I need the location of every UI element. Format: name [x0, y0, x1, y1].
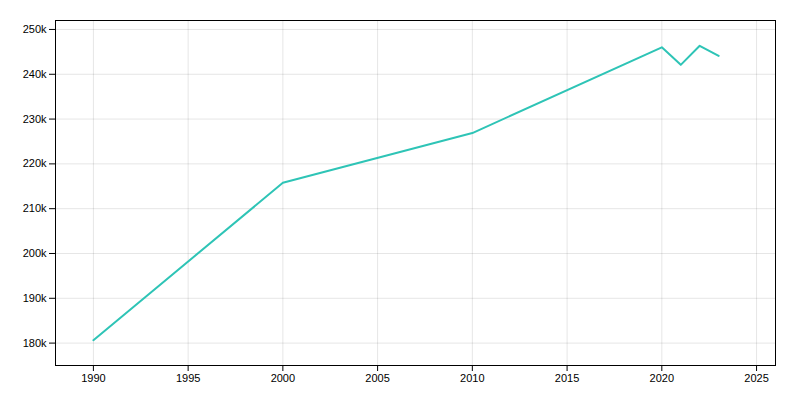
- svg-text:2020: 2020: [650, 372, 674, 384]
- svg-text:190k: 190k: [23, 292, 47, 304]
- svg-text:240k: 240k: [23, 68, 47, 80]
- svg-text:1990: 1990: [81, 372, 105, 384]
- svg-text:1995: 1995: [176, 372, 200, 384]
- svg-text:210k: 210k: [23, 202, 47, 214]
- svg-text:230k: 230k: [23, 113, 47, 125]
- svg-text:180k: 180k: [23, 337, 47, 349]
- svg-text:2005: 2005: [365, 372, 389, 384]
- svg-text:2010: 2010: [460, 372, 484, 384]
- svg-text:200k: 200k: [23, 247, 47, 259]
- svg-text:2025: 2025: [744, 372, 768, 384]
- svg-text:2015: 2015: [555, 372, 579, 384]
- svg-text:220k: 220k: [23, 157, 47, 169]
- svg-text:2000: 2000: [271, 372, 295, 384]
- svg-text:250k: 250k: [23, 23, 47, 35]
